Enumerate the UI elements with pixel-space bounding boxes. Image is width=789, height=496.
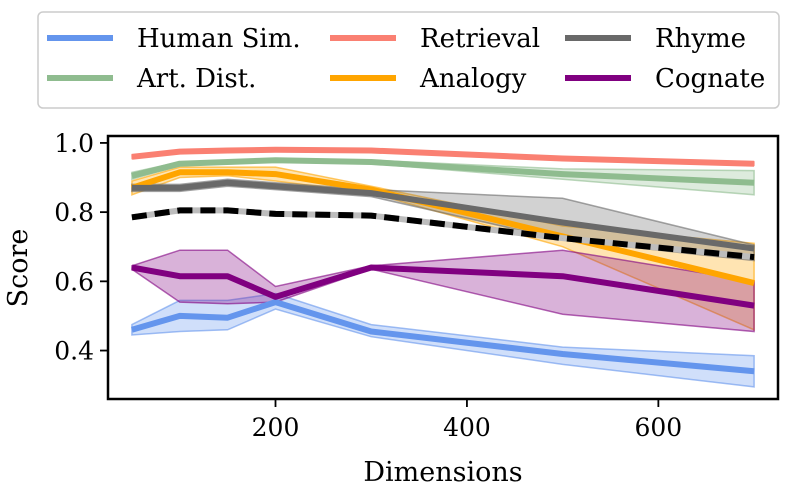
x-tick-label: 600 xyxy=(634,413,682,442)
y-axis-ticks: 0.4 0.6 0.8 1.0 xyxy=(54,129,108,366)
x-axis-ticks: 200 400 600 xyxy=(252,399,682,442)
legend: Human Sim. Art. Dist. Retrieval Analogy Rhym… xyxy=(37,11,780,109)
legend-label-rhyme: Rhyme xyxy=(655,24,746,54)
plot-frame xyxy=(106,134,780,401)
x-axis-label: Dimensions xyxy=(363,457,522,488)
x-tick-label: 400 xyxy=(443,413,491,442)
y-tick-label: 1.0 xyxy=(54,129,94,158)
y-axis-label: Score xyxy=(3,229,34,308)
legend-label-art-dist: Art. Dist. xyxy=(136,64,256,94)
x-tick-label: 200 xyxy=(252,413,300,442)
band-cognate xyxy=(131,249,755,333)
series-lines xyxy=(130,146,755,375)
legend-label-human-sim: Human Sim. xyxy=(137,24,301,54)
legend-label-analogy: Analogy xyxy=(419,64,527,94)
legend-label-retrieval: Retrieval xyxy=(420,24,540,54)
legend-label-cognate: Cognate xyxy=(655,64,765,94)
y-tick-label: 0.6 xyxy=(54,267,94,296)
y-tick-label: 0.4 xyxy=(54,337,94,366)
y-tick-label: 0.8 xyxy=(54,198,94,227)
